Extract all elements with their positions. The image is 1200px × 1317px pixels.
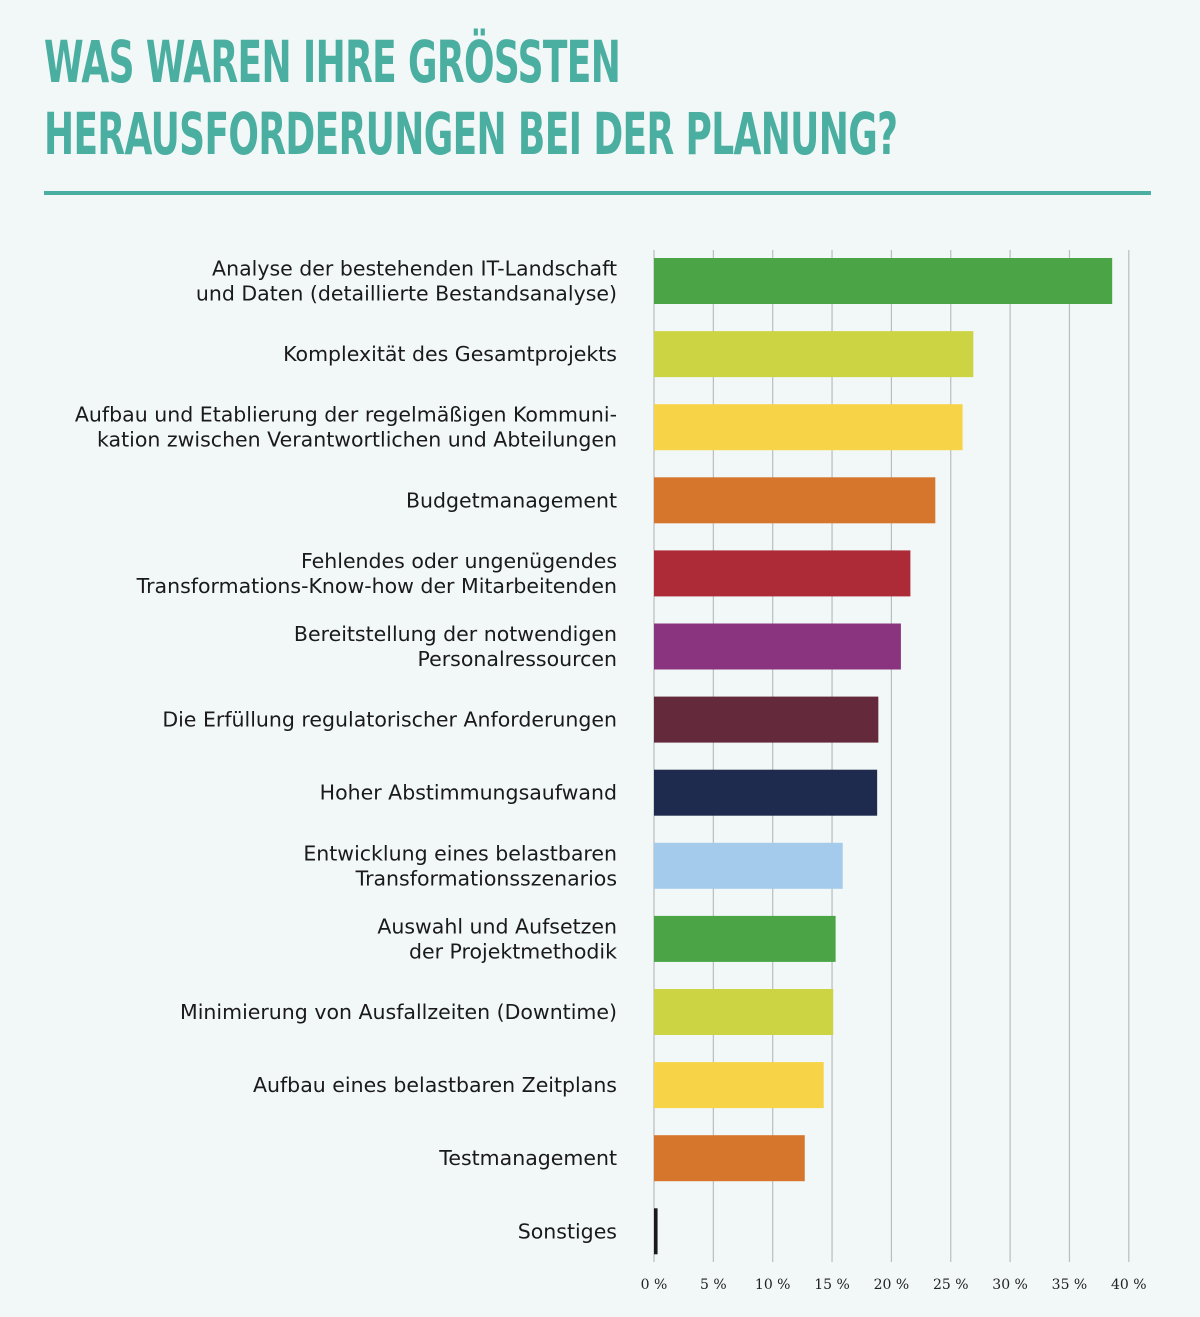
bar-5 (654, 550, 911, 597)
category-label-9-line-2: Transformationsszenarios (355, 866, 617, 890)
category-label-1-line-2: und Daten (detaillierte Bestandsanalyse) (196, 282, 617, 306)
category-label-2-line-1: Komplexität des Gesamtprojekts (283, 342, 617, 366)
x-tick-label-40: 40 % (1111, 1277, 1147, 1293)
x-tick-label-25: 25 % (933, 1277, 969, 1293)
category-label-12: Aufbau eines belastbaren Zeitplans (253, 1073, 617, 1097)
category-label-3-line-1: Aufbau und Etablierung der regelmäßigen … (75, 403, 617, 427)
bar-14 (654, 1208, 658, 1255)
bar-11 (654, 989, 834, 1035)
bar-1 (654, 258, 1113, 304)
x-tick-label-10: 10 % (755, 1277, 791, 1293)
category-label-11-line-1: Minimierung von Ausfallzeiten (Downtime) (180, 1000, 617, 1024)
category-label-8-line-1: Hoher Abstimmungsaufwand (320, 781, 617, 805)
category-label-12-line-1: Aufbau eines belastbaren Zeitplans (253, 1073, 617, 1097)
category-label-3-line-2: kation zwischen Verantwortlichen und Abt… (97, 428, 617, 452)
category-label-6: Bereitstellung der notwendigen Personalre… (294, 622, 617, 671)
title-line-1: WAS WAREN IHRE GRÖSSTEN (44, 28, 621, 96)
category-label-14-line-1: Sonstiges (518, 1219, 617, 1243)
x-tick-label-0: 0 % (641, 1277, 668, 1293)
bar-7 (654, 696, 879, 743)
category-label-1-line-1: Analyse der bestehenden IT-Landschaft (212, 257, 617, 281)
x-tick-label-20: 20 % (874, 1277, 910, 1293)
category-label-14: Sonstiges (518, 1219, 617, 1243)
category-label-11: Minimierung von Ausfallzeiten (Downtime) (180, 1000, 617, 1024)
x-tick-label-30: 30 % (992, 1277, 1028, 1293)
category-label-9-line-1: Entwicklung eines belastbaren (303, 841, 617, 865)
bar-6 (654, 623, 901, 670)
x-tick-label-35: 35 % (1052, 1277, 1088, 1293)
category-label-7: Die Erfüllung regulatorischer Anforderun… (162, 708, 617, 732)
category-label-2: Komplexität des Gesamtprojekts (283, 342, 617, 366)
bar-3 (654, 404, 963, 451)
category-label-1: Analyse der bestehenden IT-Landschaft und… (196, 257, 617, 306)
title-divider (44, 191, 1151, 195)
category-label-6-line-2: Personalressourcen (418, 647, 618, 671)
category-label-10-line-1: Auswahl und Aufsetzen (377, 914, 617, 938)
category-label-9: Entwicklung eines belastbaren Transformat… (303, 841, 617, 890)
x-tick-label-5: 5 % (700, 1277, 727, 1293)
category-label-8: Hoher Abstimmungsaufwand (320, 781, 617, 805)
bar-9 (654, 842, 843, 889)
bar-10 (654, 915, 836, 962)
category-label-10-line-2: der Projektmethodik (409, 939, 617, 963)
category-label-4: Budgetmanagement (406, 488, 617, 512)
category-label-10: Auswahl und Aufsetzen der Projektmethodik (377, 914, 617, 963)
category-label-4-line-1: Budgetmanagement (406, 488, 617, 512)
category-label-13: Testmanagement (438, 1146, 617, 1170)
bar-2 (654, 331, 974, 378)
bar-4 (654, 477, 936, 524)
category-label-13-line-1: Testmanagement (438, 1146, 617, 1170)
category-label-5: Fehlendes oder ungenügendes Transformatio… (136, 549, 617, 598)
category-label-5-line-1: Fehlendes oder ungenügendes (301, 549, 617, 573)
category-label-5-line-2: Transformations-Know-how der Mitarbeiten… (136, 574, 617, 598)
x-tick-label-15: 15 % (814, 1277, 850, 1293)
category-label-3: Aufbau und Etablierung der regelmäßigen … (75, 403, 617, 452)
category-label-6-line-1: Bereitstellung der notwendigen (294, 622, 617, 646)
bar-13 (654, 1135, 805, 1182)
bar-8 (654, 769, 878, 816)
bar-12 (654, 1062, 824, 1109)
category-label-7-line-1: Die Erfüllung regulatorischer Anforderun… (162, 708, 617, 732)
